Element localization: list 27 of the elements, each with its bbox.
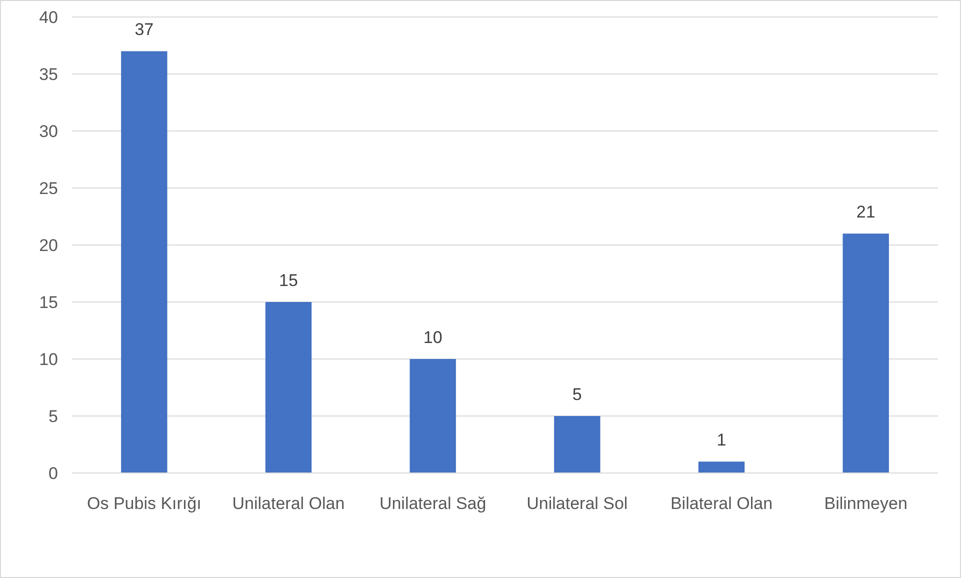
bar: [121, 51, 168, 473]
y-tick-label: 25: [39, 178, 58, 198]
y-tick-label: 35: [39, 64, 58, 84]
bar: [842, 234, 889, 473]
y-tick-label: 40: [39, 8, 58, 27]
data-label: 5: [572, 385, 582, 404]
y-tick-label: 20: [39, 236, 58, 255]
x-tick-label: Bilateral Olan: [670, 494, 773, 513]
x-tick-label: Unilateral Sol: [526, 494, 628, 513]
data-label: 37: [134, 20, 154, 40]
bar: [265, 302, 312, 473]
y-tick-label: 0: [48, 464, 58, 483]
x-tick-label: Unilateral Sağ: [379, 494, 486, 513]
bar: [410, 359, 456, 473]
bar: [554, 416, 600, 473]
x-tick-label: Os Pubis Kırığı: [87, 494, 202, 513]
data-label: 1: [716, 430, 726, 450]
data-label: 15: [279, 271, 298, 290]
y-tick-label: 10: [39, 350, 58, 369]
x-tick-label: Unilateral Olan: [232, 494, 345, 513]
y-tick-label: 5: [48, 406, 58, 426]
y-tick-label: 30: [39, 122, 58, 141]
data-label: 10: [423, 328, 442, 347]
x-tick-label: Bilinmeyen: [824, 494, 908, 513]
data-label: 21: [856, 202, 876, 222]
y-tick-label: 15: [39, 292, 58, 312]
bar: [698, 462, 745, 473]
